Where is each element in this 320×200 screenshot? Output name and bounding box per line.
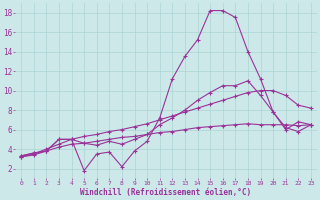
- X-axis label: Windchill (Refroidissement éolien,°C): Windchill (Refroidissement éolien,°C): [80, 188, 252, 197]
